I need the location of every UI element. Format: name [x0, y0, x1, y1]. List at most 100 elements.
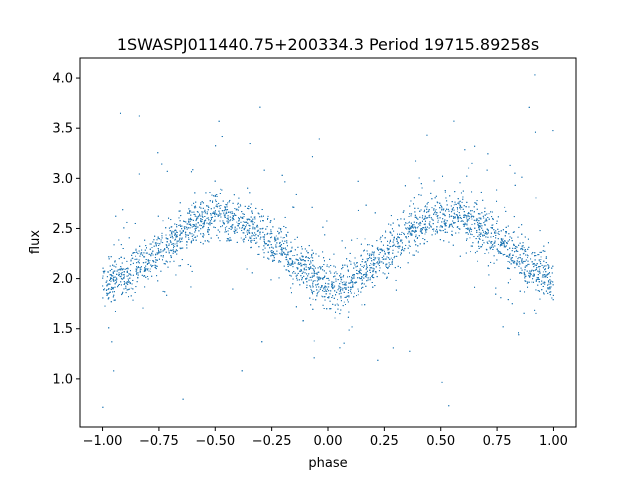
data-point	[480, 223, 482, 225]
data-point	[527, 257, 529, 259]
data-point	[176, 234, 178, 236]
data-point	[190, 210, 192, 212]
data-point	[534, 269, 536, 271]
data-point	[149, 268, 151, 270]
data-point	[390, 245, 392, 247]
data-point	[539, 266, 541, 268]
data-point	[364, 238, 366, 240]
data-point	[310, 257, 312, 259]
data-point	[477, 260, 479, 262]
data-point	[368, 244, 370, 246]
data-point	[291, 246, 293, 248]
data-point	[321, 295, 323, 297]
data-point	[542, 271, 544, 273]
data-point	[442, 212, 444, 214]
data-point	[115, 263, 117, 265]
data-point	[294, 261, 296, 263]
data-point	[294, 255, 296, 256]
data-point	[417, 226, 419, 228]
data-point	[488, 213, 490, 215]
data-point	[336, 303, 338, 305]
data-point	[300, 265, 302, 267]
data-point	[383, 249, 385, 251]
data-point	[181, 240, 183, 242]
data-point	[278, 246, 280, 248]
data-point	[254, 222, 256, 224]
data-point	[343, 301, 345, 303]
data-point	[469, 237, 471, 239]
data-point	[232, 219, 234, 221]
data-point	[370, 263, 372, 265]
data-point	[289, 258, 291, 260]
data-point	[453, 204, 455, 206]
data-point	[245, 235, 247, 236]
data-point	[504, 206, 506, 208]
data-point	[470, 230, 472, 232]
data-point	[192, 238, 194, 240]
data-point	[139, 252, 141, 254]
data-point	[193, 236, 195, 238]
data-point	[162, 220, 164, 222]
data-point	[549, 276, 551, 278]
data-point	[515, 256, 517, 258]
data-point	[127, 278, 129, 280]
data-point	[131, 257, 133, 259]
data-point	[357, 294, 359, 296]
data-point	[509, 278, 511, 280]
data-point	[452, 226, 454, 228]
data-point	[200, 219, 202, 221]
data-point	[326, 264, 328, 266]
data-point	[458, 232, 460, 234]
data-point	[195, 206, 197, 208]
data-point	[549, 288, 551, 290]
data-point	[471, 218, 473, 220]
data-point	[539, 268, 541, 270]
data-point	[390, 257, 392, 259]
data-point	[439, 226, 441, 228]
data-point	[371, 264, 373, 266]
data-point	[161, 251, 163, 253]
data-point	[531, 281, 533, 283]
data-point	[312, 298, 314, 300]
data-point	[130, 287, 132, 289]
data-point	[356, 238, 358, 240]
data-point	[441, 207, 443, 209]
data-point	[454, 203, 456, 205]
data-point	[135, 255, 137, 257]
data-point	[540, 256, 542, 258]
data-point	[408, 229, 410, 231]
data-point	[456, 210, 458, 212]
data-point	[476, 218, 478, 220]
data-point	[149, 260, 151, 262]
data-point	[334, 317, 336, 319]
data-point	[237, 203, 239, 205]
data-point	[126, 271, 128, 273]
data-point	[361, 304, 363, 306]
data-point	[346, 264, 348, 266]
data-point	[275, 235, 277, 237]
data-point	[394, 244, 396, 246]
data-point	[226, 226, 228, 228]
data-point	[488, 252, 490, 254]
data-point	[247, 232, 249, 234]
data-point	[484, 231, 486, 233]
data-point	[256, 241, 258, 243]
data-point	[468, 167, 470, 169]
data-point	[236, 225, 238, 227]
data-point	[433, 230, 435, 232]
data-point	[408, 222, 410, 224]
data-point	[451, 210, 453, 212]
data-point	[200, 221, 202, 223]
data-point	[377, 257, 379, 259]
data-point	[385, 231, 387, 233]
data-point	[543, 276, 545, 278]
data-point	[340, 280, 342, 282]
data-point	[246, 231, 248, 233]
data-point	[537, 254, 539, 256]
data-point	[191, 204, 193, 206]
data-point	[226, 211, 228, 213]
data-point	[286, 269, 288, 271]
data-point	[424, 233, 426, 235]
